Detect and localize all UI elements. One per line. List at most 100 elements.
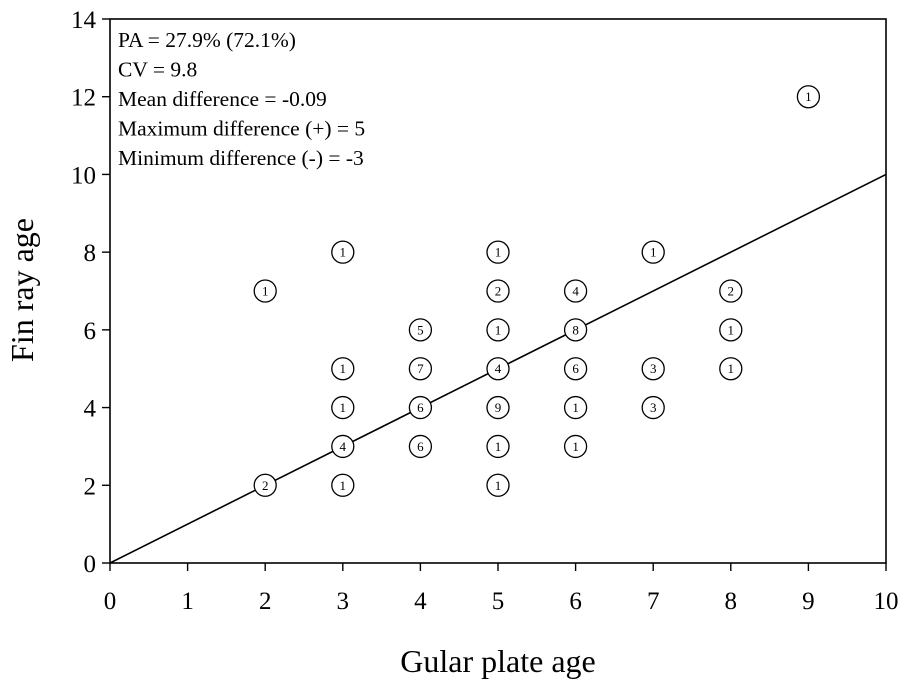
- point-count: 5: [417, 322, 424, 337]
- x-tick-label-7: 7: [647, 588, 660, 615]
- point-count: 8: [572, 322, 579, 337]
- point-marker: [253, 279, 277, 303]
- point-marker: [486, 279, 510, 303]
- x-tick-label-4: 4: [414, 588, 427, 615]
- point-marker: [408, 357, 433, 381]
- point-count: 1: [728, 361, 735, 376]
- data-point-17: 1: [486, 473, 510, 497]
- data-point-18: 4: [563, 279, 588, 303]
- point-marker: [796, 85, 821, 109]
- point-marker: [563, 357, 588, 381]
- point-count: 1: [340, 361, 347, 376]
- point-marker: [331, 240, 355, 264]
- point-marker: [331, 434, 355, 459]
- data-point-25: 3: [641, 395, 665, 420]
- data-point-2: 1: [331, 240, 355, 264]
- point-count: 7: [417, 361, 424, 376]
- x-axis-title: Gular plate age: [400, 643, 595, 679]
- data-point-1: 2: [253, 473, 277, 497]
- point-marker: [331, 357, 355, 381]
- data-point-21: 1: [563, 395, 588, 420]
- stat-line-0: PA = 27.9% (72.1%): [118, 28, 296, 52]
- point-marker: [408, 395, 433, 420]
- y-tick-label-5: 10: [71, 162, 96, 189]
- point-count: 2: [495, 284, 502, 299]
- point-count: 4: [572, 284, 579, 299]
- x-tick-label-3: 3: [337, 588, 350, 615]
- point-count: 6: [572, 361, 579, 376]
- x-tick-label-9: 9: [802, 588, 815, 615]
- point-count: 1: [495, 439, 502, 454]
- x-tick-label-2: 2: [259, 588, 272, 615]
- point-marker: [563, 434, 588, 459]
- point-count: 2: [728, 284, 735, 299]
- x-tick-label-1: 1: [181, 588, 194, 615]
- data-point-24: 3: [641, 357, 665, 381]
- y-tick-label-7: 14: [71, 7, 97, 34]
- point-marker: [719, 357, 743, 381]
- point-marker: [408, 434, 433, 459]
- point-count: 2: [262, 478, 269, 493]
- data-point-20: 6: [563, 357, 588, 381]
- stat-line-2: Mean difference = -0.09: [118, 87, 327, 111]
- point-marker: [641, 395, 665, 420]
- data-point-5: 4: [331, 434, 355, 459]
- point-count: 1: [650, 245, 657, 260]
- point-marker: [331, 473, 355, 497]
- point-count: 1: [805, 89, 812, 104]
- data-point-9: 6: [408, 395, 433, 420]
- data-point-0: 1: [253, 279, 277, 303]
- point-marker: [719, 318, 743, 342]
- data-point-12: 2: [486, 279, 510, 303]
- point-count: 6: [417, 439, 424, 454]
- data-point-8: 7: [408, 357, 433, 381]
- y-tick-label-4: 8: [84, 240, 97, 267]
- point-count: 1: [572, 439, 579, 454]
- y-tick-label-1: 2: [84, 473, 97, 500]
- data-point-26: 2: [719, 279, 743, 303]
- data-point-22: 1: [563, 434, 588, 459]
- point-marker: [563, 395, 588, 420]
- data-point-29: 1: [796, 85, 821, 109]
- point-marker: [563, 318, 588, 342]
- x-tick-label-0: 0: [104, 588, 117, 615]
- point-count: 1: [340, 400, 347, 415]
- point-count: 4: [340, 439, 347, 454]
- x-tick-label-5: 5: [492, 588, 505, 615]
- y-axis-title: Fin ray age: [4, 218, 40, 362]
- data-point-19: 8: [563, 318, 588, 342]
- point-marker: [719, 279, 743, 303]
- point-count: 3: [650, 361, 657, 376]
- y-tick-label-2: 4: [84, 396, 97, 423]
- point-count: 1: [728, 322, 735, 337]
- data-point-6: 1: [331, 473, 355, 497]
- y-tick-label-3: 6: [84, 318, 97, 345]
- point-marker: [486, 395, 510, 420]
- point-marker: [253, 473, 277, 497]
- data-point-28: 1: [719, 357, 743, 381]
- point-marker: [641, 240, 665, 264]
- data-point-7: 5: [408, 318, 433, 342]
- point-count: 3: [650, 400, 657, 415]
- data-point-14: 4: [486, 357, 510, 381]
- stat-line-4: Minimum difference (-) = -3: [118, 146, 364, 170]
- stat-line-1: CV = 9.8: [118, 58, 197, 82]
- point-count: 1: [340, 478, 347, 493]
- point-marker: [486, 318, 510, 342]
- x-tick-label-8: 8: [725, 588, 738, 615]
- point-marker: [486, 240, 510, 264]
- point-count: 1: [262, 284, 269, 299]
- data-point-16: 1: [486, 434, 510, 459]
- y-tick-label-0: 0: [84, 551, 97, 578]
- x-tick-label-10: 10: [874, 588, 899, 615]
- data-points: 1 2 1 1 1 4 1 5 7 6 6 1 2 1 4 9 1 1 4 8 6 1 1 1 3 3 2 1 1 1: [253, 85, 821, 497]
- point-marker: [331, 395, 355, 420]
- stat-line-3: Maximum difference (+) = 5: [118, 117, 365, 141]
- data-point-10: 6: [408, 434, 433, 459]
- point-marker: [408, 318, 433, 342]
- data-point-11: 1: [486, 240, 510, 264]
- data-point-4: 1: [331, 395, 355, 420]
- point-count: 1: [340, 245, 347, 260]
